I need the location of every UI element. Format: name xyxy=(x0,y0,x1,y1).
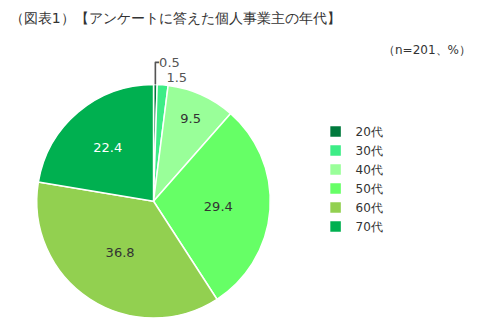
svg-text:50代: 50代 xyxy=(356,182,383,196)
svg-text:0.5: 0.5 xyxy=(159,55,180,70)
svg-text:40代: 40代 xyxy=(356,163,383,177)
svg-text:29.4: 29.4 xyxy=(204,199,233,214)
svg-text:（図表1）【アンケートに答えた個人事業主の年代】: （図表1）【アンケートに答えた個人事業主の年代】 xyxy=(10,10,341,26)
svg-text:20代: 20代 xyxy=(356,125,383,139)
svg-text:60代: 60代 xyxy=(356,201,383,215)
svg-text:9.5: 9.5 xyxy=(180,111,201,126)
svg-text:70代: 70代 xyxy=(356,220,383,234)
svg-text:36.8: 36.8 xyxy=(106,245,135,260)
svg-text:（n=201、%）: （n=201、%） xyxy=(383,43,471,57)
svg-text:22.4: 22.4 xyxy=(93,140,122,155)
svg-text:1.5: 1.5 xyxy=(166,70,187,85)
svg-text:30代: 30代 xyxy=(356,144,383,158)
